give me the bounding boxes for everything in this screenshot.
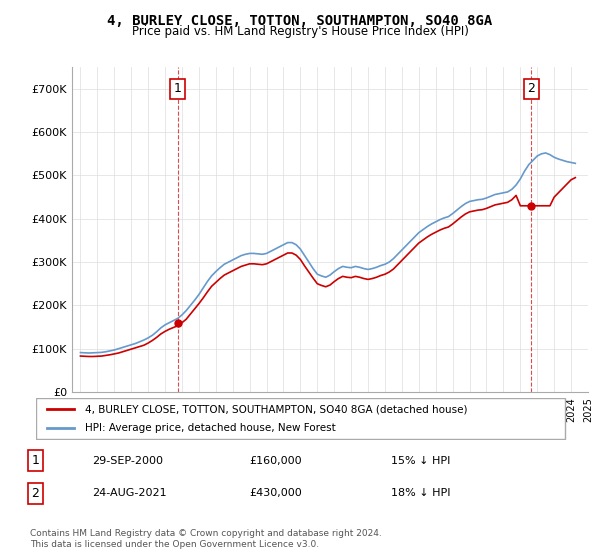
Text: 4, BURLEY CLOSE, TOTTON, SOUTHAMPTON, SO40 8GA (detached house): 4, BURLEY CLOSE, TOTTON, SOUTHAMPTON, SO… [85, 404, 467, 414]
Text: £430,000: £430,000 [250, 488, 302, 498]
Text: 4, BURLEY CLOSE, TOTTON, SOUTHAMPTON, SO40 8GA: 4, BURLEY CLOSE, TOTTON, SOUTHAMPTON, SO… [107, 14, 493, 28]
Text: £160,000: £160,000 [250, 456, 302, 465]
Text: Price paid vs. HM Land Registry's House Price Index (HPI): Price paid vs. HM Land Registry's House … [131, 25, 469, 38]
Text: 24-AUG-2021: 24-AUG-2021 [92, 488, 166, 498]
Text: 15% ↓ HPI: 15% ↓ HPI [391, 456, 450, 465]
Text: 2: 2 [31, 487, 39, 500]
Text: 29-SEP-2000: 29-SEP-2000 [92, 456, 163, 465]
Text: Contains HM Land Registry data © Crown copyright and database right 2024.
This d: Contains HM Land Registry data © Crown c… [30, 529, 382, 549]
Text: 18% ↓ HPI: 18% ↓ HPI [391, 488, 450, 498]
Text: 2: 2 [527, 82, 535, 95]
Text: 1: 1 [174, 82, 182, 95]
FancyBboxPatch shape [36, 399, 565, 439]
Text: 1: 1 [31, 454, 39, 467]
Text: HPI: Average price, detached house, New Forest: HPI: Average price, detached house, New … [85, 423, 335, 433]
